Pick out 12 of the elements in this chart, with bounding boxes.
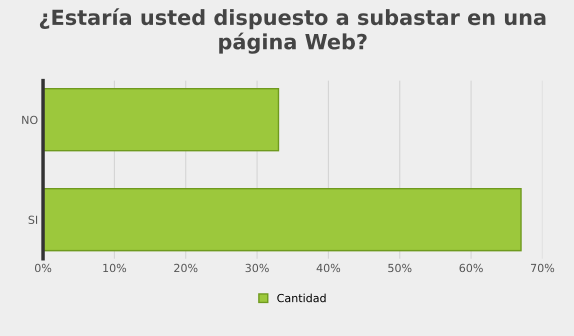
- x-tick-label: 30%: [246, 264, 269, 272]
- x-tick-label: 40%: [316, 264, 340, 272]
- x-tick-label: 0%: [34, 264, 52, 272]
- chart-title: ¿Estaría usted dispuesto a subastar en una página Web?: [40, 8, 546, 54]
- legend-label: Cantidad: [277, 294, 326, 302]
- x-tick-label: 70%: [530, 264, 554, 272]
- y-tick-label: SI: [28, 216, 38, 224]
- x-tick-label: 60%: [460, 264, 483, 272]
- x-tick-label: 20%: [174, 264, 198, 272]
- y-tick-label: NO: [22, 116, 38, 124]
- x-tick-label: 50%: [388, 264, 412, 272]
- x-tick-label: 10%: [103, 264, 126, 272]
